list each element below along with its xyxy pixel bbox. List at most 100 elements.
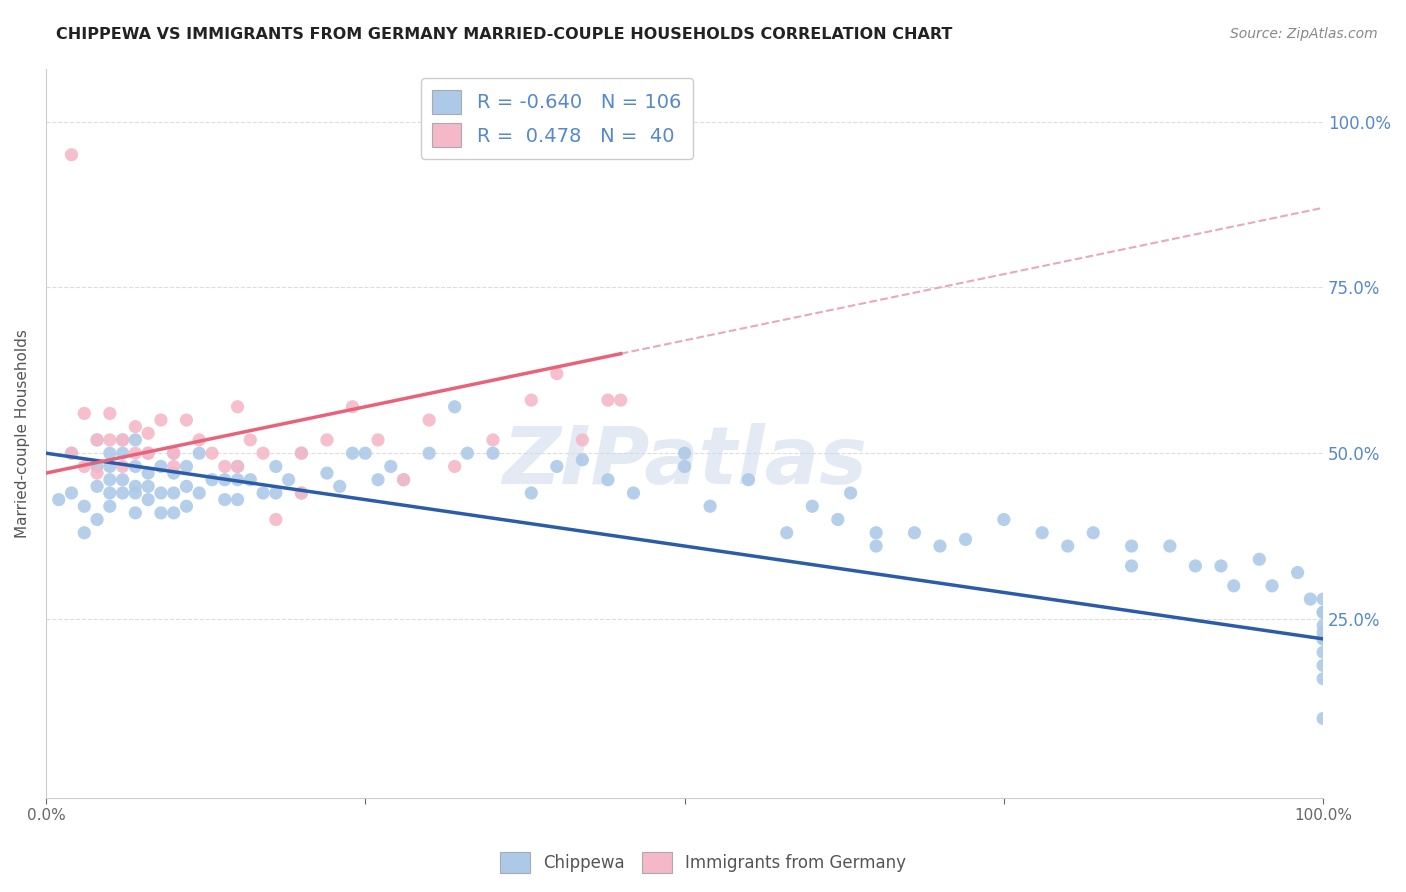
Point [226, 492, 249, 507]
Point [60, 486, 83, 500]
Point [380, 459, 402, 474]
Point [290, 486, 312, 500]
Point [136, 479, 159, 493]
Point [737, 473, 759, 487]
Point [163, 486, 186, 500]
Point [342, 400, 364, 414]
Point [1286, 566, 1309, 580]
Point [1121, 539, 1143, 553]
Point [329, 479, 352, 493]
Point [316, 466, 339, 480]
Point [482, 433, 505, 447]
Point [776, 525, 799, 540]
Point [264, 459, 287, 474]
Point [443, 459, 465, 474]
Point [73, 459, 96, 474]
Point [226, 473, 249, 487]
Point [1261, 579, 1284, 593]
Point [1312, 625, 1334, 640]
Point [546, 459, 568, 474]
Point [149, 486, 172, 500]
Point [111, 473, 134, 487]
Point [226, 400, 249, 414]
Point [367, 473, 389, 487]
Point [214, 492, 236, 507]
Point [392, 473, 415, 487]
Point [60, 446, 83, 460]
Point [418, 446, 440, 460]
Point [239, 433, 262, 447]
Point [264, 486, 287, 500]
Point [98, 406, 121, 420]
Point [98, 500, 121, 514]
Point [73, 406, 96, 420]
Point [149, 506, 172, 520]
Point [801, 500, 824, 514]
Point [252, 486, 274, 500]
Point [136, 446, 159, 460]
Point [955, 533, 977, 547]
Point [214, 473, 236, 487]
Point [124, 433, 146, 447]
Point [176, 500, 198, 514]
Point [1184, 558, 1206, 573]
Point [136, 492, 159, 507]
Point [98, 486, 121, 500]
Point [86, 459, 108, 474]
Point [354, 446, 377, 460]
Legend: Chippewa, Immigrants from Germany: Chippewa, Immigrants from Germany [494, 846, 912, 880]
Point [98, 473, 121, 487]
Point [673, 446, 696, 460]
Point [993, 512, 1015, 526]
Point [111, 433, 134, 447]
Point [136, 426, 159, 441]
Legend: R = -0.640   N = 106, R =  0.478   N =  40: R = -0.640 N = 106, R = 0.478 N = 40 [420, 78, 693, 159]
Point [226, 459, 249, 474]
Point [929, 539, 952, 553]
Point [136, 446, 159, 460]
Point [865, 525, 887, 540]
Point [188, 486, 211, 500]
Point [86, 433, 108, 447]
Point [1299, 592, 1322, 607]
Point [163, 506, 186, 520]
Point [865, 539, 887, 553]
Point [623, 486, 645, 500]
Point [60, 147, 83, 161]
Point [98, 433, 121, 447]
Point [1312, 606, 1334, 620]
Point [1312, 592, 1334, 607]
Point [188, 433, 211, 447]
Text: Source: ZipAtlas.com: Source: ZipAtlas.com [1230, 27, 1378, 41]
Point [124, 486, 146, 500]
Point [111, 446, 134, 460]
Point [163, 466, 186, 480]
Point [124, 419, 146, 434]
Point [163, 459, 186, 474]
Point [699, 500, 721, 514]
Point [163, 446, 186, 460]
Point [252, 446, 274, 460]
Point [111, 459, 134, 474]
Point [149, 413, 172, 427]
Point [1312, 711, 1334, 725]
Point [482, 446, 505, 460]
Point [1312, 618, 1334, 632]
Point [571, 433, 593, 447]
Point [188, 446, 211, 460]
Point [1312, 658, 1334, 673]
Point [1312, 672, 1334, 686]
Point [60, 446, 83, 460]
Point [98, 459, 121, 474]
Point [827, 512, 849, 526]
Point [176, 479, 198, 493]
Point [290, 486, 312, 500]
Point [1312, 606, 1334, 620]
Point [1083, 525, 1105, 540]
Point [342, 446, 364, 460]
Point [111, 486, 134, 500]
Point [124, 506, 146, 520]
Point [1312, 645, 1334, 659]
Point [176, 459, 198, 474]
Point [277, 473, 299, 487]
